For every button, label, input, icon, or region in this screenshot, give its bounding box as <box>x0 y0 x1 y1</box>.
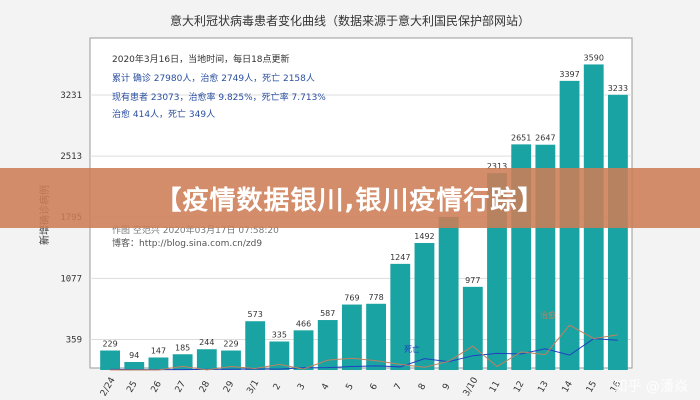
x-tick-label: 28 <box>198 379 213 394</box>
annotation-daily: 治愈 414人，死亡 349人 <box>112 108 215 120</box>
bar <box>124 361 145 370</box>
bar <box>607 94 628 370</box>
bar-value-label: 466 <box>296 319 311 328</box>
x-tick-label: 15 <box>585 380 599 395</box>
headline-text: 【疫情数据银川,银川疫情行踪】 <box>155 185 545 216</box>
bar-value-label: 2647 <box>535 134 555 143</box>
x-ticks: 2/24 25 26 27 28 29 3/1 2 3 4 5 6 7 8 9 3/10 11 12 13 14 15 1… <box>99 376 624 399</box>
bar <box>366 303 387 370</box>
bar-value-label: 2313 <box>487 162 507 171</box>
bar <box>100 350 121 370</box>
x-tick-label: 5 <box>344 382 356 392</box>
x-tick-label: 9 <box>441 382 453 392</box>
bar-value-label: 94 <box>129 351 139 360</box>
bar-value-label: 778 <box>368 293 383 302</box>
x-tick-label: 3 <box>296 382 308 392</box>
bar <box>414 243 435 370</box>
chart-title: 意大利冠状病毒患者变化曲线（数据来源于意大利国民保护部网站） <box>170 13 530 28</box>
bar-value-label: 244 <box>199 338 214 347</box>
bar-value-label: 573 <box>248 310 263 319</box>
bar-value-label: 977 <box>465 276 480 285</box>
bar-value-label: 3397 <box>559 70 579 79</box>
x-tick-label: 29 <box>222 379 237 394</box>
x-tick-label: 3/10 <box>462 376 481 399</box>
x-tick-label: 26 <box>150 379 165 394</box>
x-tick-label: 13 <box>536 380 550 395</box>
bar-value-label: 185 <box>175 343 190 352</box>
bar-value-label: 587 <box>320 309 335 318</box>
bar-value-label: 1492 <box>414 232 434 241</box>
y-tick-label: 359 <box>66 335 82 345</box>
x-tick-label: 7 <box>393 382 405 392</box>
annotation-cumulative: 累计 确诊 27980人，治愈 2749人，死亡 2158人 <box>112 72 315 84</box>
x-tick-label: 4 <box>320 382 332 392</box>
death-line <box>110 338 618 371</box>
annotation-blog: 博客：http://blog.sina.com.cn/zd9 <box>112 237 262 249</box>
bar-value-label: 335 <box>272 330 287 339</box>
bar-value-label: 2651 <box>511 133 531 142</box>
bar-value-label: 229 <box>223 340 238 349</box>
bar <box>196 349 217 370</box>
bar-value-label: 769 <box>344 294 359 303</box>
x-tick-label: 14 <box>561 379 576 394</box>
bar <box>172 354 193 370</box>
cure-line <box>110 324 618 371</box>
bar <box>341 304 362 370</box>
x-tick-label: 3/1 <box>245 378 261 396</box>
y-tick-label: 1077 <box>60 274 82 284</box>
bar <box>269 341 290 370</box>
annotation-date: 2020年3月16日，当地时间，每日18点更新 <box>112 53 290 65</box>
bar-value-label: 3233 <box>608 84 628 93</box>
bar-value-label: 229 <box>102 340 117 349</box>
x-tick-label: 12 <box>512 380 526 395</box>
cure-series-label: 治愈 <box>540 310 556 320</box>
x-tick-label: 6 <box>369 382 381 392</box>
bar-value-label: 3590 <box>584 53 604 62</box>
bar-value-label: 1247 <box>390 253 410 262</box>
x-tick-label: 25 <box>125 380 139 395</box>
y-tick-label: 2513 <box>60 152 82 162</box>
bar <box>245 321 266 370</box>
series-lines <box>110 324 618 371</box>
x-tick-label: 27 <box>174 380 188 395</box>
bar <box>390 263 411 370</box>
bar <box>317 320 338 370</box>
x-tick-label: 2/24 <box>99 376 118 399</box>
death-series-label: 死亡 <box>404 344 420 354</box>
bar <box>293 330 314 370</box>
x-tick-label: 11 <box>488 380 502 395</box>
bar <box>148 357 169 370</box>
bar <box>438 217 459 370</box>
bar-value-label: 147 <box>151 346 166 355</box>
bar <box>221 350 241 370</box>
watermark: 知乎 @潘焱 <box>613 379 688 395</box>
headline-banner: 【疫情数据银川,银川疫情行踪】 <box>0 168 700 228</box>
x-tick-label: 2 <box>272 382 284 392</box>
annotation-current: 现有患者 23073，治愈率 9.825%，死亡率 7.713% <box>112 91 326 103</box>
x-tick-label: 8 <box>417 382 429 392</box>
y-tick-label: 3231 <box>60 91 82 101</box>
